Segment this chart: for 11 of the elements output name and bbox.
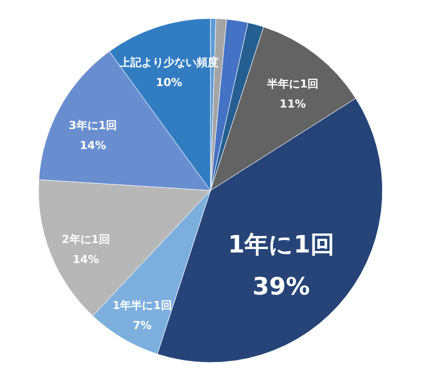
data-label: 11% (280, 97, 306, 110)
slice-label: 1年半に1回 (112, 298, 172, 312)
slice-label: 1年に1回 (228, 230, 334, 258)
data-label: 7% (132, 318, 152, 332)
slice-label: 2年に1回 (62, 232, 110, 246)
data-label: 14% (80, 138, 106, 152)
data-label: 14% (72, 252, 99, 266)
data-label: 39% (252, 272, 310, 300)
slice-label: 半年に1回 (266, 77, 319, 90)
data-label: 10% (156, 76, 182, 89)
slice-label: 3年に1回 (68, 118, 118, 132)
